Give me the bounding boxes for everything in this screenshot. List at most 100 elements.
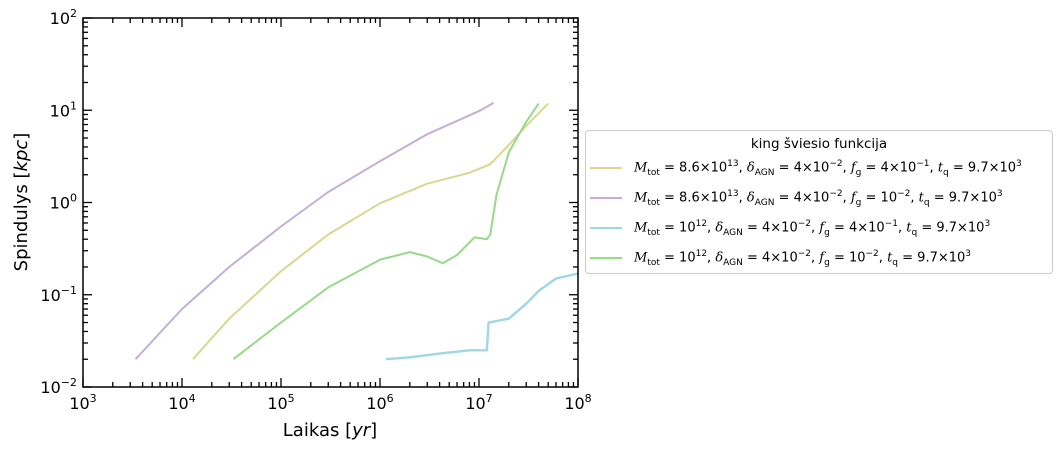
- y-tick-label: 10−1: [40, 284, 77, 305]
- legend-subscript: g: [855, 197, 862, 208]
- legend-subscript: q: [911, 227, 918, 238]
- series-line-3: [385, 272, 579, 361]
- legend-exponent: 3: [965, 248, 972, 259]
- y-axis-label: Spindulys [kpc]: [11, 133, 32, 272]
- legend-value: = 9.7×10: [929, 189, 997, 205]
- legend-subscript: AGN: [754, 197, 775, 208]
- legend-subscript: g: [824, 227, 830, 238]
- legend-subscript: g: [824, 257, 830, 268]
- legend-symbol: δ: [746, 159, 755, 175]
- legend-exponent: −2: [797, 248, 812, 259]
- legend-text: Mtot = 8.6×1013, δAGN = 4×10−2, fg = 10−…: [634, 189, 1003, 208]
- x-tick-label: 107: [465, 392, 492, 413]
- legend-subscript: g: [855, 167, 862, 178]
- series-line-4: [232, 103, 540, 360]
- legend-exponent: 12: [695, 248, 708, 259]
- legend-exponent: −2: [797, 218, 812, 229]
- legend-symbol: t: [918, 189, 924, 205]
- legend-symbol: t: [906, 219, 912, 235]
- legend-subscript: AGN: [723, 257, 743, 268]
- legend-subscript: AGN: [723, 227, 743, 238]
- legend-value: = 4×10: [774, 159, 830, 175]
- x-tick-label: 105: [267, 392, 294, 413]
- legend-separator: ,: [842, 159, 851, 175]
- series-line-1: [192, 102, 549, 360]
- legend-exponent: −1: [916, 158, 930, 169]
- legend-value: = 4×10: [742, 249, 798, 265]
- legend-entry-3: Mtot = 1012, δAGN = 4×10−2, fg = 4×10−1,…: [590, 218, 990, 238]
- legend-text: Mtot = 1012, δAGN = 4×10−2, fg = 10−2, t…: [634, 249, 971, 268]
- ticks-layer: [82, 17, 579, 388]
- legend-value: = 9.7×10: [917, 219, 985, 235]
- legend-value: = 8.6×10: [659, 159, 728, 175]
- series-layer: [134, 102, 579, 361]
- legend-value: = 4×10: [742, 219, 798, 235]
- legend-symbol: M: [634, 249, 648, 265]
- legend-separator: ,: [842, 189, 851, 205]
- y-tick-label: 10−2: [40, 376, 77, 397]
- legend-entry-1: Mtot = 8.6×1013, δAGN = 4×10−2, fg = 4×1…: [590, 158, 1022, 178]
- legend-exponent: −2: [897, 188, 911, 199]
- legend-value: = 9.7×10: [948, 159, 1017, 175]
- series-line-2: [134, 102, 494, 360]
- y-tick-label: 101: [50, 99, 77, 120]
- legend-exponent: −2: [865, 248, 879, 259]
- legend-exponent: 3: [1016, 158, 1022, 169]
- legend-value: = 10: [861, 189, 898, 205]
- legend-symbol: M: [634, 189, 648, 205]
- legend-exponent: −1: [884, 218, 898, 229]
- x-tick-label: 108: [564, 392, 591, 413]
- legend-text: Mtot = 1012, δAGN = 4×10−2, fg = 4×10−1,…: [634, 219, 990, 238]
- plot-frame: [82, 17, 579, 388]
- x-tick-label: 104: [168, 392, 195, 413]
- legend-separator: ,: [811, 249, 820, 265]
- legend-exponent: 13: [727, 188, 739, 199]
- legend-subscript: tot: [647, 167, 660, 178]
- legend-subscript: q: [892, 257, 899, 268]
- legend-separator: ,: [707, 219, 716, 235]
- legend-value: = 8.6×10: [659, 189, 728, 205]
- x-tick-label: 106: [366, 392, 393, 413]
- x-axis-label: Laikas [yr]: [283, 420, 377, 441]
- legend-symbol: δ: [715, 249, 724, 265]
- legend-value: = 9.7×10: [898, 249, 966, 265]
- legend-exponent: −2: [829, 158, 843, 169]
- legend-subscript: q: [923, 197, 930, 208]
- legend-symbol: δ: [746, 189, 755, 205]
- legend-swatch: [590, 227, 622, 229]
- legend-exponent: −2: [829, 188, 843, 199]
- legend-entry-2: Mtot = 8.6×1013, δAGN = 4×10−2, fg = 10−…: [590, 188, 1003, 208]
- legend-subscript: tot: [647, 197, 660, 208]
- legend-title: king šviesio funkcija: [750, 136, 888, 152]
- legend-symbol: f: [819, 249, 825, 265]
- legend-value: = 4×10: [774, 189, 830, 205]
- legend-symbol: t: [887, 249, 893, 265]
- legend-exponent: 3: [996, 188, 1003, 199]
- legend-subscript: tot: [647, 227, 660, 238]
- legend-symbol: t: [937, 159, 944, 175]
- legend-value: = 10: [659, 219, 696, 235]
- legend-swatch: [590, 257, 622, 259]
- legend-exponent: 12: [695, 218, 708, 229]
- legend-symbol: M: [634, 159, 648, 175]
- legend-subscript: tot: [647, 257, 660, 268]
- legend-symbol: f: [850, 159, 856, 175]
- legend-entry-4: Mtot = 1012, δAGN = 4×10−2, fg = 10−2, t…: [590, 248, 971, 268]
- y-tick-label: 102: [50, 7, 77, 28]
- legend-value: = 10: [659, 249, 696, 265]
- y-tick-label: 100: [50, 192, 77, 213]
- legend-swatch: [590, 167, 622, 169]
- legend: king šviesio funkcija Mtot = 8.6×1013, δ…: [585, 130, 1053, 274]
- legend-symbol: δ: [715, 219, 724, 235]
- legend-value: = 10: [829, 249, 866, 265]
- legend-value: = 4×10: [829, 219, 885, 235]
- legend-value: = 4×10: [861, 159, 917, 175]
- legend-separator: ,: [897, 219, 907, 235]
- legend-separator: ,: [878, 249, 888, 265]
- legend-subscript: q: [943, 167, 949, 178]
- legend-separator: ,: [738, 189, 747, 205]
- legend-symbol: f: [850, 189, 856, 205]
- legend-symbol: M: [634, 219, 648, 235]
- legend-exponent: 13: [727, 158, 739, 169]
